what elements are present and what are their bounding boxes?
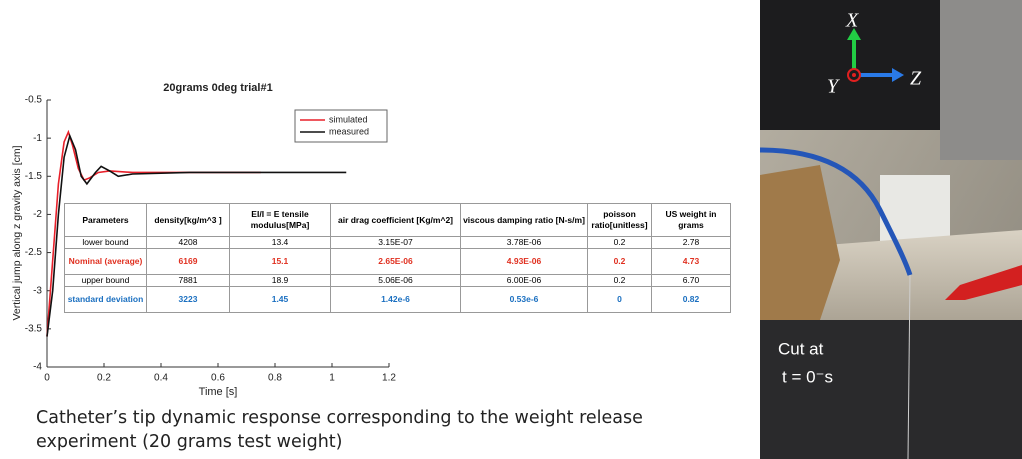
table-cell: 5.06E-06 bbox=[331, 275, 461, 287]
table-cell: 3.78E-06 bbox=[461, 237, 588, 249]
y-axis-label: Vertical jump along z gravity axis [cm] bbox=[11, 145, 23, 320]
table-cell: 1.45 bbox=[230, 287, 331, 313]
table-cell: 3223 bbox=[147, 287, 230, 313]
table-cell: upper bound bbox=[65, 275, 147, 287]
table-cell: 3.15E-07 bbox=[331, 237, 461, 249]
table-cell: 0.2 bbox=[588, 237, 652, 249]
cut-time: t = 0⁻s bbox=[782, 367, 833, 386]
y-tick-label: -2 bbox=[33, 209, 42, 220]
table-cell: 6.00E-06 bbox=[461, 275, 588, 287]
table-cell: 13.4 bbox=[230, 237, 331, 249]
table-cell: 2.78 bbox=[652, 237, 731, 249]
table-cell: 0.82 bbox=[652, 287, 731, 313]
y-axis-name: Y bbox=[827, 76, 840, 98]
table-cell: 18.9 bbox=[230, 275, 331, 287]
table-cell: 0.2 bbox=[588, 249, 652, 275]
table-cell: 4.93E-06 bbox=[461, 249, 588, 275]
legend-label: measured bbox=[329, 126, 369, 136]
x-tick-label: 1.2 bbox=[382, 373, 396, 384]
photo: X Y Z Cut at t = 0⁻s bbox=[760, 0, 1022, 459]
x-axis-label: Time [s] bbox=[199, 386, 238, 398]
cut-label: Cut at bbox=[778, 339, 824, 358]
header-cell: air drag coefficient [Kg/m^2] bbox=[331, 204, 461, 237]
y-axis-dot bbox=[852, 73, 856, 77]
x-axis-name: X bbox=[845, 10, 859, 32]
table-cell: 1.42e-6 bbox=[331, 287, 461, 313]
header-cell: poisson ratio[unitless] bbox=[588, 204, 652, 237]
header-cell: EI/I = E tensile modulus[MPa] bbox=[230, 204, 331, 237]
table-cell: 6.70 bbox=[652, 275, 731, 287]
y-tick-label: -2.5 bbox=[25, 247, 43, 258]
table-cell: 4.73 bbox=[652, 249, 731, 275]
x-tick-label: 0.4 bbox=[154, 373, 168, 384]
chart: 20grams 0deg trial#1 Time [s] Vertical j… bbox=[0, 0, 740, 400]
table-cell: 0.53e-6 bbox=[461, 287, 588, 313]
x-tick-label: 0.2 bbox=[97, 373, 111, 384]
table-cell: lower bound bbox=[65, 237, 147, 249]
wall-panel bbox=[940, 0, 1022, 160]
y-tick-label: -1.5 bbox=[25, 171, 43, 182]
y-tick-label: -3 bbox=[33, 285, 42, 296]
y-tick-label: -0.5 bbox=[25, 95, 43, 106]
table-cell: 15.1 bbox=[230, 249, 331, 275]
table-cell: 6169 bbox=[147, 249, 230, 275]
chart-title: 20grams 0deg trial#1 bbox=[163, 82, 272, 94]
x-tick-label: 1 bbox=[329, 373, 335, 384]
header-cell: US weight in grams bbox=[652, 204, 731, 237]
table-cell: 0.2 bbox=[588, 275, 652, 287]
page: {"chart_data": {"type": "line", "title":… bbox=[0, 0, 1022, 459]
y-tick-label: -4 bbox=[33, 362, 42, 373]
x-tick-label: 0 bbox=[44, 373, 50, 384]
header-cell: Parameters bbox=[65, 204, 147, 237]
table-cell: 7881 bbox=[147, 275, 230, 287]
y-tick-label: -1 bbox=[33, 133, 42, 144]
x-tick-label: 0.8 bbox=[268, 373, 282, 384]
z-axis-name: Z bbox=[910, 68, 922, 90]
table-cell: 2.65E-06 bbox=[331, 249, 461, 275]
legend-label: simulated bbox=[329, 114, 368, 124]
table-cell: Nominal (average) bbox=[65, 249, 147, 275]
table-cell: 0 bbox=[588, 287, 652, 313]
table-cell: 4208 bbox=[147, 237, 230, 249]
x-tick-label: 0.6 bbox=[211, 373, 225, 384]
y-tick-label: -3.5 bbox=[25, 323, 43, 334]
header-cell: density[kg/m^3 ] bbox=[147, 204, 230, 237]
table-cell: standard deviation bbox=[65, 287, 147, 313]
header-cell: viscous damping ratio [N-s/m] bbox=[461, 204, 588, 237]
caption: Catheter’s tip dynamic response correspo… bbox=[36, 406, 736, 454]
